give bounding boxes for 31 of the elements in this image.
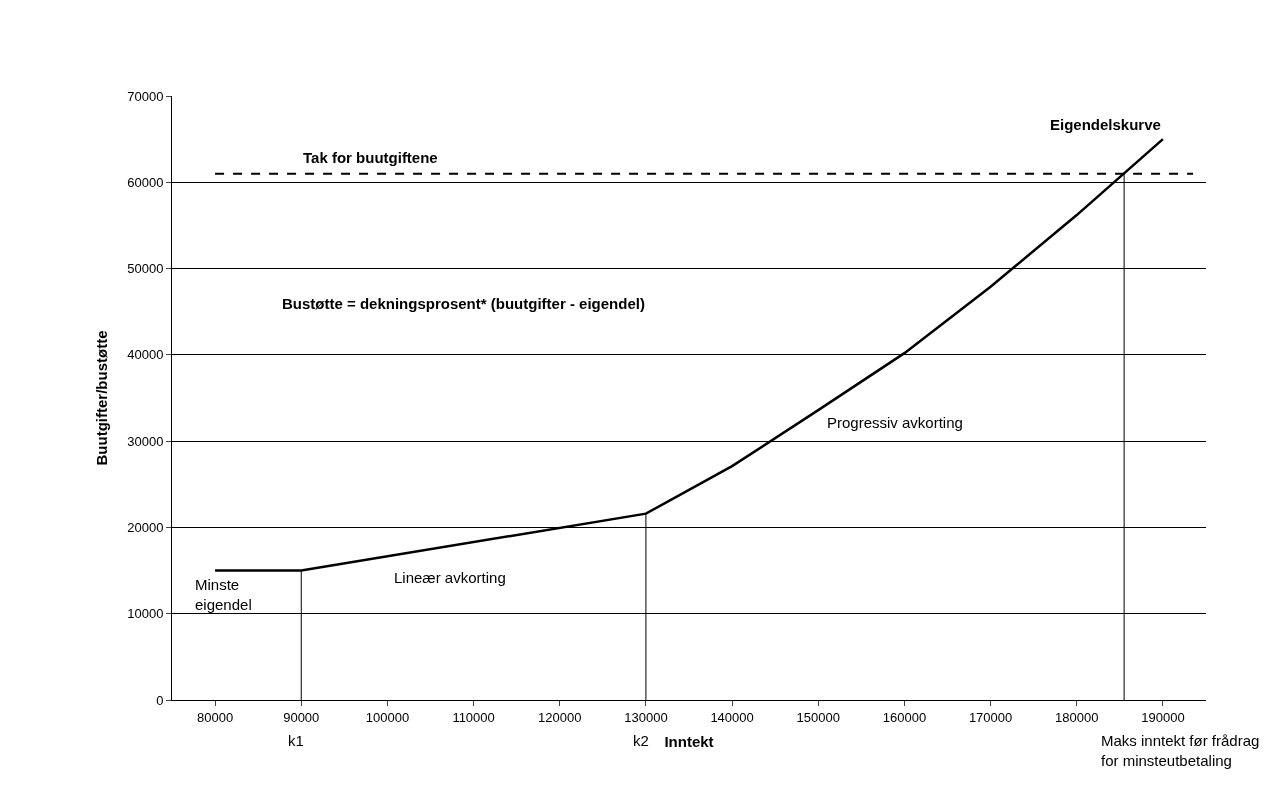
x-tick-label: 140000 xyxy=(710,709,754,725)
x-tick-label: 110000 xyxy=(452,709,495,725)
x-tick-label: 180000 xyxy=(1055,709,1099,725)
annotation: Minste eigendel xyxy=(195,576,252,613)
x-tick-label: 170000 xyxy=(968,709,1013,725)
annotation: k1 xyxy=(288,732,304,749)
y-tick-label: 10000 xyxy=(127,606,164,622)
x-tick-label: 190000 xyxy=(1141,709,1185,725)
y-tick-label: 50000 xyxy=(127,261,164,277)
x-tick-label: 120000 xyxy=(538,709,582,725)
x-tick-label: 160000 xyxy=(882,709,927,725)
y-tick-label: 60000 xyxy=(127,174,164,190)
annotation: Progressiv avkorting xyxy=(827,414,963,431)
y-tick-label: 0 xyxy=(156,692,164,708)
x-tick-label: 100000 xyxy=(365,709,410,725)
series-label: Eigendelskurve xyxy=(1050,116,1161,133)
y-tick-label: 70000 xyxy=(127,88,164,104)
x-tick-label: 150000 xyxy=(796,709,840,725)
y-tick-label: 20000 xyxy=(127,519,164,535)
y-tick-label: 40000 xyxy=(127,347,164,363)
annotation: k2 xyxy=(633,732,649,749)
annotation: Lineær avkorting xyxy=(394,569,506,586)
y-tick-label: 30000 xyxy=(127,433,164,449)
annotation: Maks inntekt før frådrag for minsteutbetaling xyxy=(1101,732,1260,769)
x-axis-title: Inntekt xyxy=(664,732,714,750)
x-tick-label: 80000 xyxy=(197,709,234,725)
y-axis-title: Buutgifter/bustøtte xyxy=(93,330,111,466)
x-tick-label: 90000 xyxy=(283,709,320,725)
annotation: Bustøtte = dekningsprosent* (buutgifter - eigendel) xyxy=(282,295,645,312)
x-tick-label: 130000 xyxy=(624,709,668,725)
ref-line-label: Tak for buutgiftene xyxy=(303,149,438,166)
